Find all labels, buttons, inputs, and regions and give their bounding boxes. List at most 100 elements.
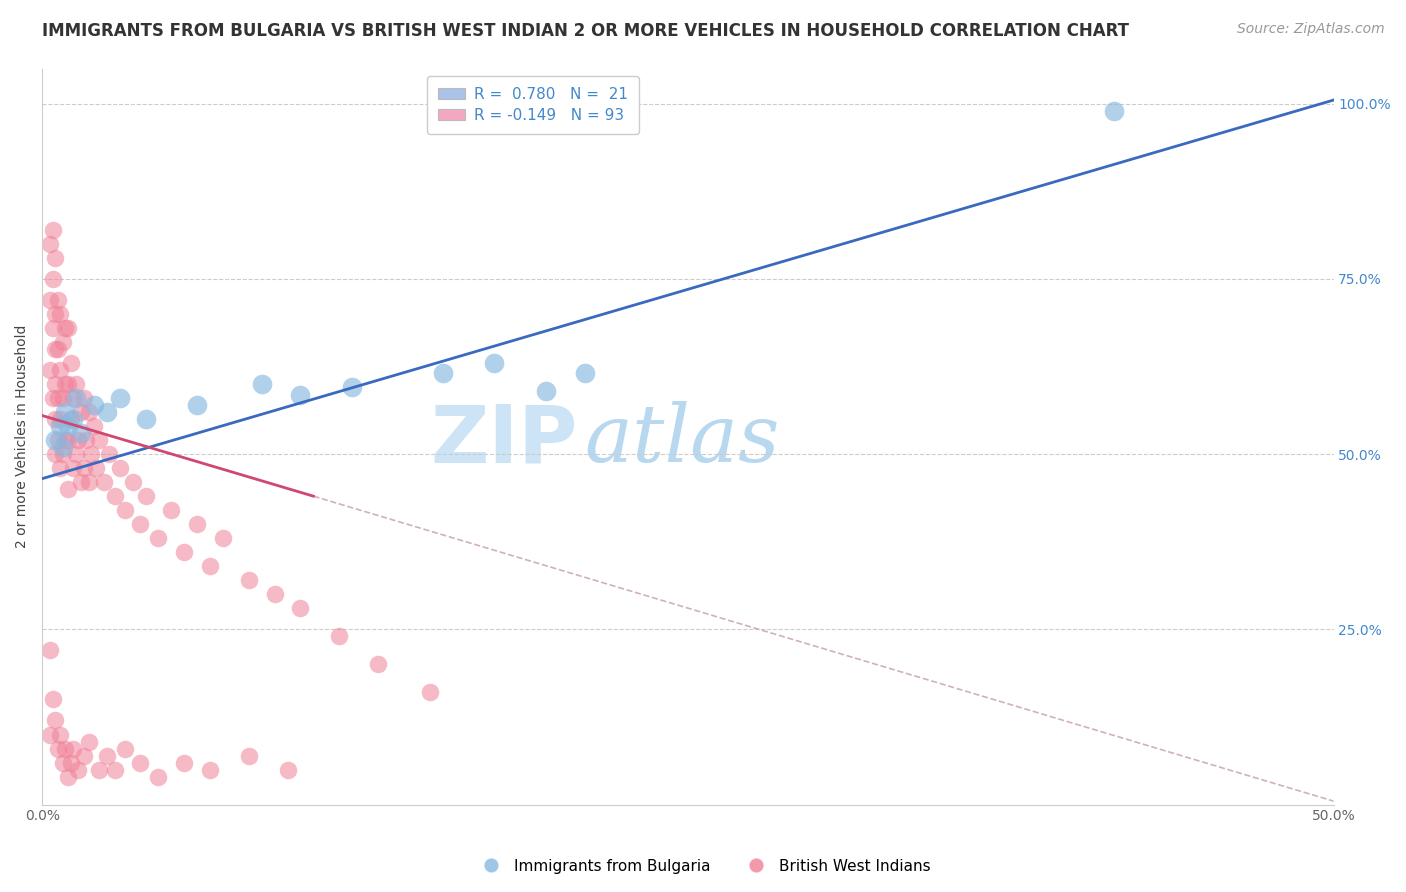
Legend: Immigrants from Bulgaria, British West Indians: Immigrants from Bulgaria, British West I… — [470, 853, 936, 880]
Point — [55, 376, 77, 391]
Point — [39, 643, 62, 657]
Point — [49, 461, 72, 475]
Point — [67, 433, 90, 447]
Point — [39, 293, 62, 307]
Point — [96, 405, 118, 419]
Legend: R =  0.780   N =  21, R = -0.149   N = 93: R = 0.780 N = 21, R = -0.149 N = 93 — [427, 76, 638, 134]
Point — [148, 770, 170, 784]
Point — [134, 489, 156, 503]
Point — [148, 531, 170, 545]
Point — [534, 384, 557, 398]
Text: IMMIGRANTS FROM BULGARIA VS BRITISH WEST INDIAN 2 OR MORE VEHICLES IN HOUSEHOLD : IMMIGRANTS FROM BULGARIA VS BRITISH WEST… — [42, 22, 1129, 40]
Point — [49, 727, 72, 741]
Point — [103, 763, 125, 777]
Point — [114, 741, 136, 756]
Point — [114, 503, 136, 517]
Point — [65, 391, 87, 405]
Point — [59, 356, 82, 370]
Point — [44, 447, 66, 461]
Point — [39, 236, 62, 251]
Text: ZIP: ZIP — [430, 401, 578, 479]
Text: atlas: atlas — [585, 401, 780, 479]
Point — [52, 447, 75, 461]
Point — [44, 251, 66, 265]
Point — [39, 363, 62, 377]
Point — [72, 461, 94, 475]
Point — [574, 367, 596, 381]
Point — [186, 398, 208, 412]
Point — [173, 756, 195, 770]
Point — [49, 363, 72, 377]
Point — [340, 380, 363, 394]
Point — [41, 223, 63, 237]
Point — [432, 367, 454, 381]
Point — [129, 756, 152, 770]
Point — [55, 433, 77, 447]
Point — [44, 433, 66, 447]
Point — [198, 763, 221, 777]
Point — [52, 440, 75, 454]
Point — [419, 685, 441, 699]
Point — [72, 391, 94, 405]
Point — [83, 398, 105, 412]
Point — [87, 763, 110, 777]
Point — [41, 272, 63, 286]
Point — [482, 356, 505, 370]
Point — [75, 433, 97, 447]
Point — [367, 657, 389, 672]
Point — [77, 405, 100, 419]
Point — [70, 425, 93, 440]
Point — [160, 503, 183, 517]
Point — [238, 748, 260, 763]
Point — [87, 433, 110, 447]
Point — [129, 517, 152, 532]
Point — [46, 293, 69, 307]
Point — [65, 447, 87, 461]
Point — [39, 727, 62, 741]
Point — [41, 391, 63, 405]
Y-axis label: 2 or more Vehicles in Household: 2 or more Vehicles in Household — [15, 325, 30, 549]
Point — [56, 482, 79, 496]
Point — [44, 714, 66, 728]
Point — [41, 692, 63, 706]
Point — [46, 433, 69, 447]
Point — [96, 748, 118, 763]
Point — [186, 517, 208, 532]
Point — [59, 756, 82, 770]
Point — [103, 489, 125, 503]
Point — [198, 559, 221, 574]
Point — [70, 475, 93, 490]
Point — [46, 391, 69, 405]
Point — [55, 741, 77, 756]
Point — [52, 334, 75, 349]
Point — [72, 748, 94, 763]
Point — [93, 475, 115, 490]
Point — [290, 601, 312, 615]
Point — [62, 741, 84, 756]
Point — [56, 321, 79, 335]
Point — [46, 741, 69, 756]
Point — [56, 376, 79, 391]
Point — [41, 321, 63, 335]
Point — [212, 531, 235, 545]
Point — [44, 376, 66, 391]
Point — [108, 461, 131, 475]
Point — [77, 734, 100, 748]
Point — [62, 391, 84, 405]
Point — [290, 387, 312, 401]
Point — [56, 770, 79, 784]
Text: Source: ZipAtlas.com: Source: ZipAtlas.com — [1237, 22, 1385, 37]
Point — [263, 587, 285, 601]
Point — [62, 412, 84, 426]
Point — [49, 307, 72, 321]
Point — [56, 419, 79, 434]
Point — [77, 475, 100, 490]
Point — [250, 376, 273, 391]
Point — [328, 629, 350, 643]
Point — [98, 447, 121, 461]
Point — [80, 447, 103, 461]
Point — [67, 763, 90, 777]
Point — [55, 405, 77, 419]
Point — [52, 391, 75, 405]
Point — [1102, 103, 1125, 118]
